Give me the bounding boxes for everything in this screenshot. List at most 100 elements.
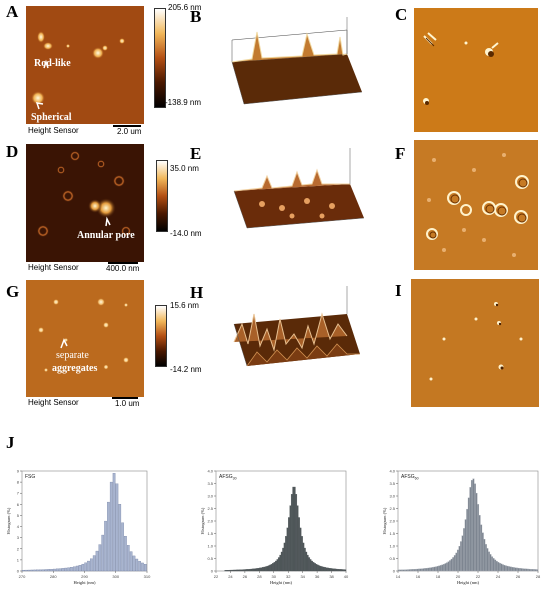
histogram-bar <box>477 504 480 572</box>
histogram-bar <box>449 560 452 572</box>
histogram-bar <box>272 563 274 572</box>
annotation-separate: separate <box>56 350 89 361</box>
histogram-bar <box>299 527 302 572</box>
histogram-bar <box>84 562 87 572</box>
histogram-bar <box>498 562 501 572</box>
panel-label-e: E <box>190 144 202 163</box>
scale-bar-a <box>113 125 141 127</box>
histogram-bar <box>331 568 334 572</box>
x-tick-label: 30 <box>272 574 277 579</box>
histogram-bar <box>422 568 425 572</box>
histogram-bar <box>266 565 269 572</box>
histogram-bar <box>438 565 441 572</box>
y-tick-label: 9 <box>17 469 20 474</box>
histogram-bar <box>502 564 504 572</box>
histogram-bar <box>243 569 246 572</box>
histogram-bar <box>327 567 329 572</box>
histogram-bar <box>262 567 264 572</box>
histogram-bar <box>144 564 147 572</box>
histogram-bar <box>98 544 102 572</box>
y-tick-label: 1.5 <box>389 531 395 536</box>
histogram-bar <box>478 515 481 572</box>
annotation-annular-pore: Annular pore <box>77 230 135 241</box>
histogram-bar <box>285 536 287 572</box>
panel-label-j: J <box>6 433 15 452</box>
histogram-bar <box>452 557 455 572</box>
histogram-bar <box>503 564 506 572</box>
histogram-bar <box>75 565 79 572</box>
histogram-bar <box>332 568 335 572</box>
histogram-bar <box>430 567 433 572</box>
histogram-bar <box>450 558 453 572</box>
y-tick-label: 3 <box>17 535 20 540</box>
histogram-bar <box>480 524 483 572</box>
histogram-bar <box>306 554 309 572</box>
panel-label-d: D <box>6 142 19 161</box>
y-axis-label: Histogram (%) <box>382 507 387 534</box>
histogram-bar <box>411 569 414 572</box>
histogram-bar <box>523 568 526 572</box>
x-tick-label: 18 <box>436 574 441 579</box>
histogram-bar <box>135 558 139 572</box>
histogram-bar <box>324 567 326 572</box>
histogram-bar <box>311 560 313 572</box>
afm-height-image-a: Rod-like Spherical <box>26 6 144 124</box>
histogram-bar <box>251 568 254 572</box>
histogram-bar <box>460 541 462 572</box>
histogram-bar <box>95 550 99 572</box>
histogram-bar <box>474 483 476 572</box>
histogram-bar <box>522 568 525 572</box>
histogram-bar <box>30 569 34 572</box>
histogram-bar <box>435 566 438 572</box>
histogram-fsg: 270 280 290 300 310 0 1 2 3 4 5 6 7 8 9 FSG Height (nm) H… <box>6 469 151 586</box>
histogram-bar <box>296 505 299 572</box>
histogram-bar <box>234 569 237 572</box>
histogram-bar <box>322 566 325 572</box>
histogram-bar <box>492 558 495 572</box>
histogram-bar <box>230 569 233 572</box>
afm-3d-surface-h <box>233 286 360 367</box>
histogram-bar <box>270 564 273 572</box>
histogram-bar <box>112 473 116 572</box>
histogram-bar <box>414 568 417 572</box>
annotation-rod-like: Rod-like <box>34 58 71 69</box>
histogram-bar <box>308 557 311 572</box>
histogram-bar <box>491 556 494 572</box>
histogram-bar <box>399 569 402 572</box>
histogram-bar <box>264 566 267 572</box>
histogram-bar <box>488 551 490 572</box>
histogram-afsg30: 22 24 26 28 30 32 34 36 38 40 0 0.5 1.0 1.5 2.0 2.5 3.0 3… <box>200 469 349 586</box>
histogram-bar <box>528 568 531 572</box>
histogram-bar <box>407 569 410 572</box>
histogram-bar <box>78 565 82 572</box>
afm-particles-a <box>31 31 125 110</box>
histogram-bar <box>129 551 133 572</box>
histogram-bar <box>444 563 447 572</box>
panel-label-a: A <box>6 2 19 21</box>
histogram-bar <box>506 565 509 572</box>
histogram-bar <box>115 483 119 572</box>
histogram-bar <box>441 564 444 572</box>
histogram-bar <box>534 569 537 572</box>
caption-height-sensor-a: Height Sensor <box>28 126 79 135</box>
histogram-bar <box>41 569 45 572</box>
histogram-bar <box>458 545 461 572</box>
caption-height-sensor-g: Height Sensor <box>28 398 79 407</box>
histogram-bar <box>421 568 424 572</box>
histogram-bar <box>325 567 328 572</box>
y-tick-label: 2.5 <box>207 506 213 511</box>
x-tick-label: 24 <box>228 574 233 579</box>
histogram-bar <box>530 569 532 572</box>
histogram-bar <box>126 545 130 572</box>
histogram-bar <box>238 569 241 572</box>
histogram-bar <box>228 569 231 572</box>
histogram-bar <box>72 566 76 572</box>
histogram-bar <box>483 538 486 572</box>
x-tick-label: 14 <box>396 574 401 579</box>
y-axis-label: Histogram (%) <box>200 507 205 534</box>
histogram-bar <box>484 544 487 572</box>
histogram-bar <box>121 522 124 572</box>
histogram-bar <box>295 494 298 572</box>
panel-label-i: I <box>395 281 402 300</box>
histogram-plot-area: 270 280 290 300 310 0 1 2 3 4 5 6 7 8 9 FSG Height (nm) H… <box>6 469 151 586</box>
